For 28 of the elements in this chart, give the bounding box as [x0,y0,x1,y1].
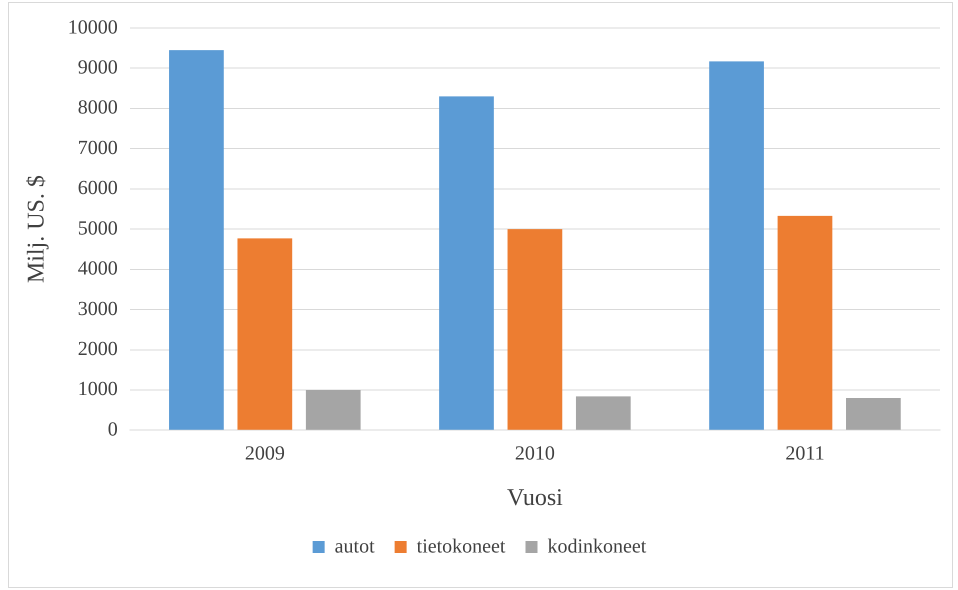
legend-label: autot [334,535,376,558]
bar [439,96,494,430]
x-tick-label: 2011 [785,442,825,464]
bar [576,396,631,430]
x-axis-title: Vuosi [506,484,564,511]
y-tick-label: 0 [108,418,118,440]
bar [169,50,224,430]
y-tick-label: 1000 [78,378,118,400]
y-tick-label: 7000 [78,136,118,159]
bar [709,61,764,430]
y-axis-title: Milj. US. $ [24,175,50,284]
y-tick-label: 8000 [78,96,118,119]
bar [508,229,562,430]
y-tick-label: 10000 [68,16,118,38]
x-tick-label: 2009 [244,442,285,464]
bar [846,398,901,430]
y-tick-label: 2000 [78,338,118,360]
legend-label: kodinkoneet [547,535,647,558]
bar [778,216,832,430]
y-tick-label: 3000 [78,298,118,320]
bar [237,238,292,430]
y-tick-label: 5000 [78,217,118,240]
y-tick-label: 9000 [78,56,118,78]
x-tick-label: 2010 [514,442,555,464]
y-tick-label: 6000 [78,177,118,200]
legend-label: tietokoneet [416,535,506,558]
bar [306,390,361,430]
y-tick-label: 4000 [78,258,118,280]
